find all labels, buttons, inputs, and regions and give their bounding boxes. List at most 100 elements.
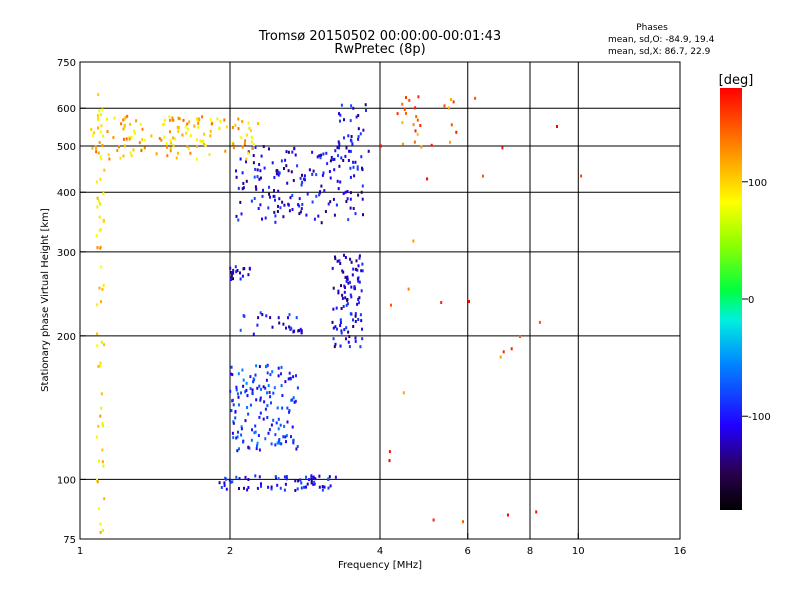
data-point [228, 478, 231, 482]
data-point [244, 390, 247, 394]
data-point [103, 343, 105, 347]
data-point [258, 415, 261, 419]
data-point [251, 391, 254, 395]
data-point [314, 477, 317, 481]
data-point [229, 389, 232, 393]
data-point [282, 215, 285, 219]
data-point [247, 151, 250, 155]
data-point [266, 363, 269, 367]
data-point [303, 485, 306, 489]
data-point [125, 137, 128, 141]
data-point [299, 478, 302, 482]
data-point [320, 153, 323, 157]
data-point [250, 140, 253, 144]
data-point [235, 385, 238, 389]
data-point [535, 510, 538, 514]
data-point [97, 459, 100, 463]
data-point [347, 159, 350, 162]
data-point [329, 159, 332, 163]
data-point [338, 112, 340, 116]
data-point [325, 151, 328, 155]
data-point [247, 478, 250, 481]
data-point [99, 300, 102, 304]
data-point [102, 134, 105, 138]
data-point [502, 350, 505, 354]
data-point [288, 313, 291, 317]
data-point [272, 391, 275, 395]
data-point [291, 150, 294, 154]
data-point [341, 293, 344, 297]
data-point [246, 406, 249, 409]
data-point [332, 307, 335, 311]
data-point [416, 132, 419, 136]
data-point [220, 486, 223, 489]
data-point [269, 395, 272, 399]
data-point [519, 335, 521, 338]
data-point [281, 394, 284, 397]
data-point [443, 104, 446, 108]
data-point [231, 431, 234, 435]
data-point [339, 344, 342, 348]
data-point [291, 425, 294, 429]
data-point [343, 253, 345, 257]
data-point [345, 146, 348, 150]
data-point [252, 380, 255, 384]
data-point [332, 337, 335, 341]
data-point [353, 174, 356, 178]
data-point [259, 411, 262, 415]
data-point [100, 406, 103, 410]
data-point [229, 372, 232, 376]
data-point [347, 340, 350, 344]
data-point [245, 160, 247, 164]
data-point [337, 187, 340, 191]
data-point [225, 487, 228, 491]
data-point [257, 434, 260, 437]
data-point [237, 218, 240, 222]
data-point [300, 481, 303, 485]
data-point [342, 270, 345, 274]
data-point [291, 194, 294, 197]
data-point [268, 185, 270, 189]
data-point [165, 142, 168, 146]
data-point [354, 212, 357, 216]
data-point [258, 475, 261, 479]
data-point [340, 103, 343, 107]
data-point [339, 262, 342, 265]
data-point [181, 133, 184, 137]
data-point [277, 374, 280, 378]
data-point [268, 391, 271, 394]
data-point [243, 267, 246, 270]
data-point [240, 433, 243, 437]
data-point [292, 179, 295, 182]
data-point [252, 161, 255, 165]
data-point [356, 268, 359, 272]
data-point [388, 459, 391, 463]
data-point [510, 347, 513, 351]
data-point [306, 482, 309, 486]
data-point [274, 443, 277, 447]
data-point [141, 127, 144, 131]
data-point [331, 320, 334, 324]
data-point [101, 528, 104, 532]
data-point [168, 115, 171, 119]
data-point [343, 290, 346, 294]
data-point [396, 112, 399, 116]
data-point [356, 277, 359, 281]
data-point [245, 381, 248, 385]
data-point [285, 477, 288, 481]
data-point [260, 154, 263, 158]
data-point [351, 142, 354, 146]
data-point [129, 122, 132, 126]
data-point [229, 276, 232, 280]
data-point [199, 139, 202, 143]
data-point [260, 482, 262, 486]
data-point [251, 146, 254, 150]
data-point [349, 293, 352, 297]
data-point [97, 364, 100, 368]
data-point [298, 212, 301, 216]
data-point [238, 403, 240, 407]
data-point [92, 131, 95, 135]
data-point [338, 259, 341, 263]
data-point [292, 439, 295, 443]
